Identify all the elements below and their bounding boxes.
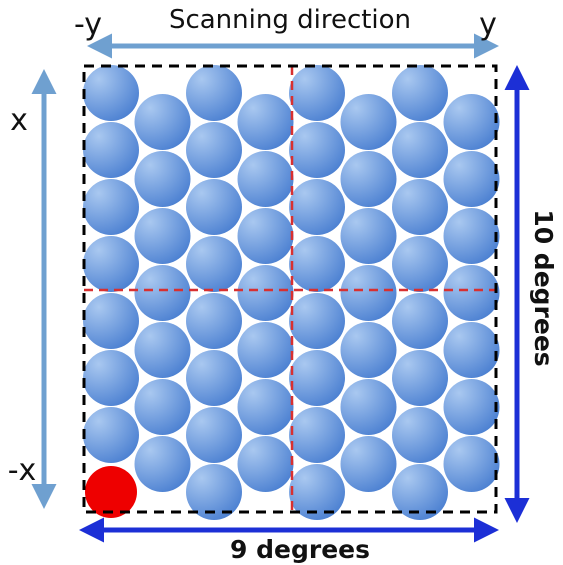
scan-spot <box>340 151 397 207</box>
scan-spot <box>186 179 242 235</box>
scan-spot <box>289 293 345 349</box>
scan-spot <box>392 293 448 349</box>
highlighted-spot <box>85 466 137 518</box>
scan-spot <box>237 265 294 321</box>
scan-spot <box>392 179 448 235</box>
scan-spot <box>443 151 500 207</box>
label-y: y <box>479 7 497 42</box>
scan-spot <box>392 65 448 121</box>
scan-spot <box>392 407 448 463</box>
height-label: 10 degrees <box>529 209 558 366</box>
scan-spot <box>289 65 345 121</box>
circle-grid <box>83 65 500 520</box>
scan-spot <box>443 436 500 492</box>
scan-spot <box>340 208 397 264</box>
scan-spot <box>134 94 191 150</box>
scan-spot <box>392 236 448 292</box>
scan-spot <box>443 379 500 435</box>
scan-spot <box>443 208 500 264</box>
scan-spot <box>289 236 345 292</box>
scanning-direction-label: Scanning direction <box>169 5 411 35</box>
scan-spot <box>392 464 448 520</box>
scan-spot <box>83 350 139 406</box>
scan-spot <box>289 407 345 463</box>
label-minus-x: -x <box>8 453 37 488</box>
label-x: x <box>10 103 28 138</box>
scan-spot <box>443 265 500 321</box>
scan-spot <box>340 436 397 492</box>
scan-spot <box>83 293 139 349</box>
scan-spot <box>289 464 345 520</box>
scan-spot <box>443 94 500 150</box>
scan-spot <box>289 179 345 235</box>
scan-spot <box>186 122 242 178</box>
scan-area-frame <box>82 64 498 514</box>
scan-spot <box>186 464 242 520</box>
scan-spot <box>83 407 139 463</box>
scan-spot <box>134 436 191 492</box>
scan-spot <box>186 350 242 406</box>
scan-spot <box>340 265 397 321</box>
scan-spot <box>237 208 294 264</box>
scan-spot <box>186 236 242 292</box>
scan-spot <box>186 407 242 463</box>
scan-spot <box>237 436 294 492</box>
scan-spot <box>392 350 448 406</box>
scan-spot <box>289 350 345 406</box>
scan-spot <box>237 379 294 435</box>
scan-spot <box>134 379 191 435</box>
scan-spot <box>443 322 500 378</box>
scan-spot <box>186 293 242 349</box>
scan-spot <box>134 265 191 321</box>
scan-spot <box>340 379 397 435</box>
scan-spot <box>134 208 191 264</box>
scan-spot <box>392 122 448 178</box>
label-minus-y: -y <box>74 7 102 42</box>
scan-spot <box>289 122 345 178</box>
scan-spot <box>83 236 139 292</box>
scan-spot <box>340 322 397 378</box>
scan-spot <box>83 122 139 178</box>
scan-spot <box>83 65 139 121</box>
scan-spot <box>134 322 191 378</box>
scan-spot <box>237 322 294 378</box>
scan-spot <box>237 151 294 207</box>
scan-spot <box>186 65 242 121</box>
scan-spot <box>134 151 191 207</box>
scan-spot <box>237 94 294 150</box>
scan-spot <box>340 94 397 150</box>
width-label: 9 degrees <box>230 535 370 564</box>
scan-spot <box>83 179 139 235</box>
